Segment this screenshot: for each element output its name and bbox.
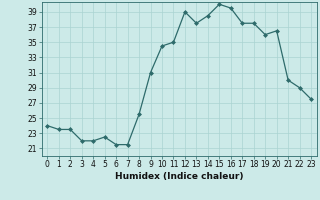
X-axis label: Humidex (Indice chaleur): Humidex (Indice chaleur) — [115, 172, 244, 181]
